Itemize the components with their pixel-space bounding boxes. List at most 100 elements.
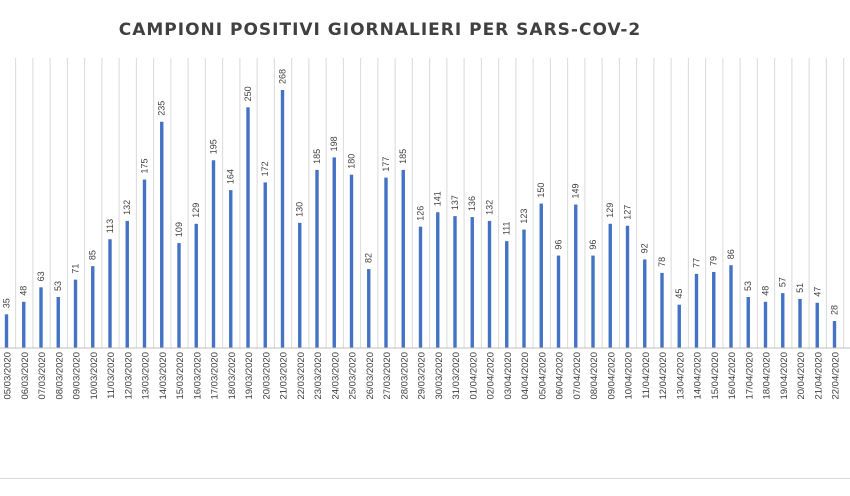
bar xyxy=(712,271,716,348)
bar xyxy=(677,304,681,348)
x-tick-label: 27/03/2020 xyxy=(382,352,393,400)
data-label: 45 xyxy=(674,289,684,299)
x-tick-label: 16/03/2020 xyxy=(192,352,203,400)
data-label: 164 xyxy=(226,169,236,184)
data-label: 129 xyxy=(191,203,201,218)
x-tick-label: 17/03/2020 xyxy=(210,352,221,400)
bar xyxy=(73,279,78,348)
x-tick-label: 14/03/2020 xyxy=(158,352,169,400)
bar xyxy=(608,223,612,348)
bar xyxy=(280,90,285,348)
data-label: 53 xyxy=(743,281,753,291)
x-tick-label: 08/03/2020 xyxy=(54,352,65,400)
bars xyxy=(4,90,837,349)
data-label: 96 xyxy=(588,240,598,250)
bar xyxy=(660,272,664,348)
x-tick-label: 18/03/2020 xyxy=(227,352,238,400)
bar xyxy=(91,266,95,348)
data-label: 53 xyxy=(53,281,63,291)
gridlines xyxy=(15,58,845,348)
data-label: 28 xyxy=(830,305,840,315)
data-label: 141 xyxy=(433,191,443,206)
bottom-divider xyxy=(0,478,850,479)
data-label: 86 xyxy=(726,249,736,259)
bar xyxy=(39,287,43,348)
bar xyxy=(591,255,595,348)
x-tick-label: 10/03/2020 xyxy=(89,352,100,400)
bar xyxy=(643,259,647,348)
data-label: 51 xyxy=(795,283,805,293)
bar xyxy=(798,298,802,348)
data-label: 180 xyxy=(347,154,357,169)
data-label: 235 xyxy=(157,101,167,116)
data-label: 123 xyxy=(519,209,529,224)
data-label: 48 xyxy=(19,286,29,296)
data-label: 198 xyxy=(329,136,339,151)
x-tick-labels: 05/03/2020 06/03/2020 07/03/2020 08/03/2020… xyxy=(3,352,842,400)
x-tick-label: 31/03/2020 xyxy=(451,352,462,400)
bar xyxy=(781,293,785,348)
data-label: 195 xyxy=(209,139,219,154)
bar xyxy=(108,239,112,348)
x-tick-label: 15/04/2020 xyxy=(710,352,721,400)
data-label: 149 xyxy=(571,184,581,199)
bar xyxy=(832,321,837,348)
data-label: 137 xyxy=(450,195,460,210)
x-tick-label: 08/04/2020 xyxy=(589,352,600,400)
bar xyxy=(349,174,354,348)
x-tick-label: 24/03/2020 xyxy=(330,352,341,400)
bar xyxy=(229,190,233,348)
x-tick-label: 14/04/2020 xyxy=(693,352,704,400)
bar xyxy=(574,204,578,348)
data-label: 127 xyxy=(623,205,633,220)
data-label: 185 xyxy=(398,149,408,164)
data-label: 35 xyxy=(2,298,12,308)
x-tick-label: 16/04/2020 xyxy=(727,352,738,400)
bar xyxy=(487,220,492,348)
x-tick-label: 13/04/2020 xyxy=(675,352,686,400)
bar xyxy=(4,314,9,348)
bar xyxy=(453,216,457,348)
x-tick-label: 01/04/2020 xyxy=(468,352,479,400)
x-tick-label: 10/04/2020 xyxy=(624,352,635,400)
bar xyxy=(160,121,164,349)
x-tick-label: 09/04/2020 xyxy=(606,352,617,400)
x-tick-label: 19/03/2020 xyxy=(244,352,255,400)
bar xyxy=(763,301,768,348)
x-tick-label: 02/04/2020 xyxy=(486,352,497,400)
bar xyxy=(694,273,699,348)
data-label: 113 xyxy=(105,219,115,233)
data-label: 78 xyxy=(657,257,667,267)
x-tick-label: 30/03/2020 xyxy=(434,352,445,400)
data-label: 57 xyxy=(778,277,788,287)
x-tick-label: 20/03/2020 xyxy=(261,352,272,400)
bar xyxy=(522,229,526,348)
data-label: 172 xyxy=(260,161,270,176)
data-label: 132 xyxy=(122,200,132,215)
data-labels: 35 48 63 53 71 85 113 132 175 235 109 129 195 164 250 1… xyxy=(2,69,840,315)
bar xyxy=(815,302,819,348)
x-tick-label: 03/04/2020 xyxy=(503,352,514,400)
data-label: 129 xyxy=(605,203,615,218)
data-label: 136 xyxy=(467,196,477,211)
bar xyxy=(298,222,302,348)
data-label: 77 xyxy=(692,258,702,268)
x-tick-label: 26/03/2020 xyxy=(365,352,376,400)
data-label: 132 xyxy=(485,200,495,215)
bar xyxy=(729,265,733,348)
x-tick-label: 15/03/2020 xyxy=(175,352,186,400)
data-label: 96 xyxy=(554,240,564,250)
bar xyxy=(263,182,267,348)
x-tick-label: 07/03/2020 xyxy=(37,352,48,400)
bar xyxy=(418,226,423,348)
x-tick-label: 17/04/2020 xyxy=(744,352,755,400)
bar xyxy=(384,177,388,348)
x-tick-label: 09/03/2020 xyxy=(72,352,83,400)
data-label: 82 xyxy=(364,253,374,263)
data-label: 130 xyxy=(295,202,305,217)
chart-title: CAMPIONI POSITIVI GIORNALIERI PER SARS-C… xyxy=(118,20,642,40)
x-tick-label: 22/03/2020 xyxy=(296,352,307,400)
bar xyxy=(332,157,336,348)
data-label: 48 xyxy=(761,286,771,296)
